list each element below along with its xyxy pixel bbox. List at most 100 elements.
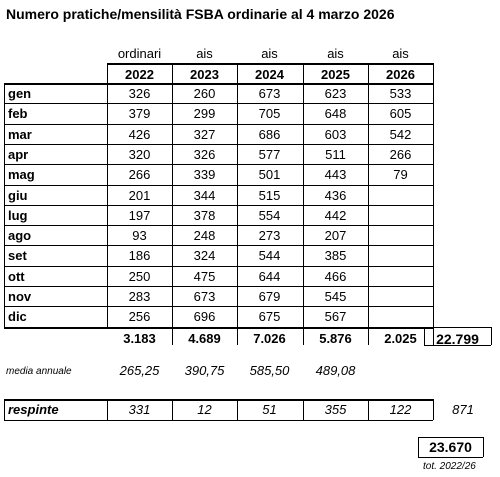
data-cell: 686 <box>258 126 281 142</box>
month-label: apr <box>8 146 29 162</box>
column-type-label: ais <box>196 46 213 61</box>
column-year-header: 2024 <box>255 67 284 82</box>
data-cell: 515 <box>258 187 281 203</box>
column-total: 4.689 <box>188 330 221 346</box>
month-label: mar <box>8 126 32 142</box>
data-cell: 327 <box>193 126 216 142</box>
overall-total-box-top <box>418 437 483 438</box>
month-label: feb <box>8 106 28 122</box>
column-type-label: ais <box>261 46 278 61</box>
grand-total: 22.799 <box>436 330 479 347</box>
month-label: mag <box>8 167 35 183</box>
data-cell: 186 <box>128 248 151 264</box>
month-label: set <box>8 248 27 264</box>
data-cell: 675 <box>258 309 281 325</box>
data-cell: 511 <box>325 146 346 162</box>
column-type-label: ordinari <box>117 46 162 61</box>
media-annuale-label: media annuale <box>6 366 72 377</box>
data-cell: 623 <box>324 86 347 101</box>
data-cell: 673 <box>193 289 216 304</box>
label-column-left-border <box>4 83 5 327</box>
data-cell: 605 <box>389 106 412 122</box>
grid-line <box>491 326 492 345</box>
data-cell: 679 <box>258 289 281 304</box>
media-value: 390,75 <box>184 363 225 378</box>
grid-line <box>4 265 433 267</box>
respinte-top-border <box>4 399 433 401</box>
month-label: lug <box>8 207 28 223</box>
media-value: 585,50 <box>249 363 290 378</box>
data-cell: 266 <box>128 167 151 183</box>
grid-line <box>172 63 173 345</box>
grid-line <box>4 245 433 247</box>
media-value: 265,25 <box>119 363 160 378</box>
month-label: giu <box>8 187 28 203</box>
respinte-value: 51 <box>262 402 277 417</box>
data-cell: 339 <box>193 167 216 183</box>
column-type-label: ais <box>327 46 344 61</box>
data-cell: 250 <box>128 268 151 284</box>
respinte-bottom-border <box>4 420 433 421</box>
data-cell: 603 <box>324 126 347 142</box>
grid-line <box>4 286 433 287</box>
respinte-value: 355 <box>324 402 347 417</box>
grid-line <box>4 164 433 166</box>
data-cell: 533 <box>389 86 412 101</box>
data-cell: 544 <box>258 248 281 264</box>
grid-line <box>4 143 433 145</box>
grid-line <box>483 437 484 457</box>
data-cell: 385 <box>324 248 347 264</box>
grid-line <box>107 399 108 420</box>
grid-line <box>418 437 419 457</box>
data-cell: 379 <box>128 106 151 122</box>
respinte-value: 331 <box>128 402 151 417</box>
grid-line <box>433 399 434 420</box>
data-cell: 324 <box>193 248 216 264</box>
data-cell: 201 <box>128 187 151 203</box>
data-cell: 256 <box>128 309 151 325</box>
data-cell: 260 <box>193 86 216 101</box>
data-cell: 673 <box>258 86 281 101</box>
grid-line <box>4 184 433 186</box>
grid-line <box>4 399 5 420</box>
data-cell: 644 <box>258 268 281 284</box>
grid-line <box>237 399 238 420</box>
table-right-border <box>433 63 434 345</box>
overall-total-box-bottom <box>418 457 483 458</box>
month-label: dic <box>8 309 27 325</box>
data-cell: 320 <box>128 146 151 162</box>
grid-line <box>4 306 433 308</box>
respinte-value: 12 <box>197 402 212 417</box>
data-cell: 266 <box>389 146 412 162</box>
grid-line <box>303 63 304 345</box>
respinte-label: respinte <box>8 402 59 417</box>
column-type-label: ais <box>392 46 409 61</box>
column-year-header: 2022 <box>125 67 154 82</box>
data-cell: 197 <box>128 207 151 223</box>
month-label: ott <box>8 268 25 284</box>
respinte-total: 871 <box>452 402 474 417</box>
data-cell: 207 <box>324 228 347 244</box>
data-cell: 705 <box>258 106 281 122</box>
column-total: 5.876 <box>319 330 352 346</box>
data-cell: 696 <box>193 309 216 325</box>
overall-total-label: tot. 2022/26 <box>423 461 476 472</box>
grid-line <box>368 63 369 345</box>
rows-bottom-border <box>4 326 433 329</box>
column-year-header: 2025 <box>321 67 350 82</box>
data-cell: 248 <box>193 228 216 244</box>
grid-line <box>4 225 433 227</box>
header-top-border <box>107 63 433 65</box>
data-cell: 567 <box>324 309 347 325</box>
data-cell: 378 <box>193 207 216 223</box>
data-cell: 426 <box>128 126 151 142</box>
grid-line <box>4 204 433 206</box>
grand-total-box-top <box>424 326 491 328</box>
data-cell: 554 <box>258 207 281 223</box>
overall-total: 23.670 <box>429 439 472 455</box>
grid-line <box>4 123 433 125</box>
data-cell: 545 <box>324 289 347 304</box>
data-cell: 93 <box>132 228 147 244</box>
data-cell: 501 <box>258 167 281 183</box>
month-label: gen <box>8 86 32 101</box>
